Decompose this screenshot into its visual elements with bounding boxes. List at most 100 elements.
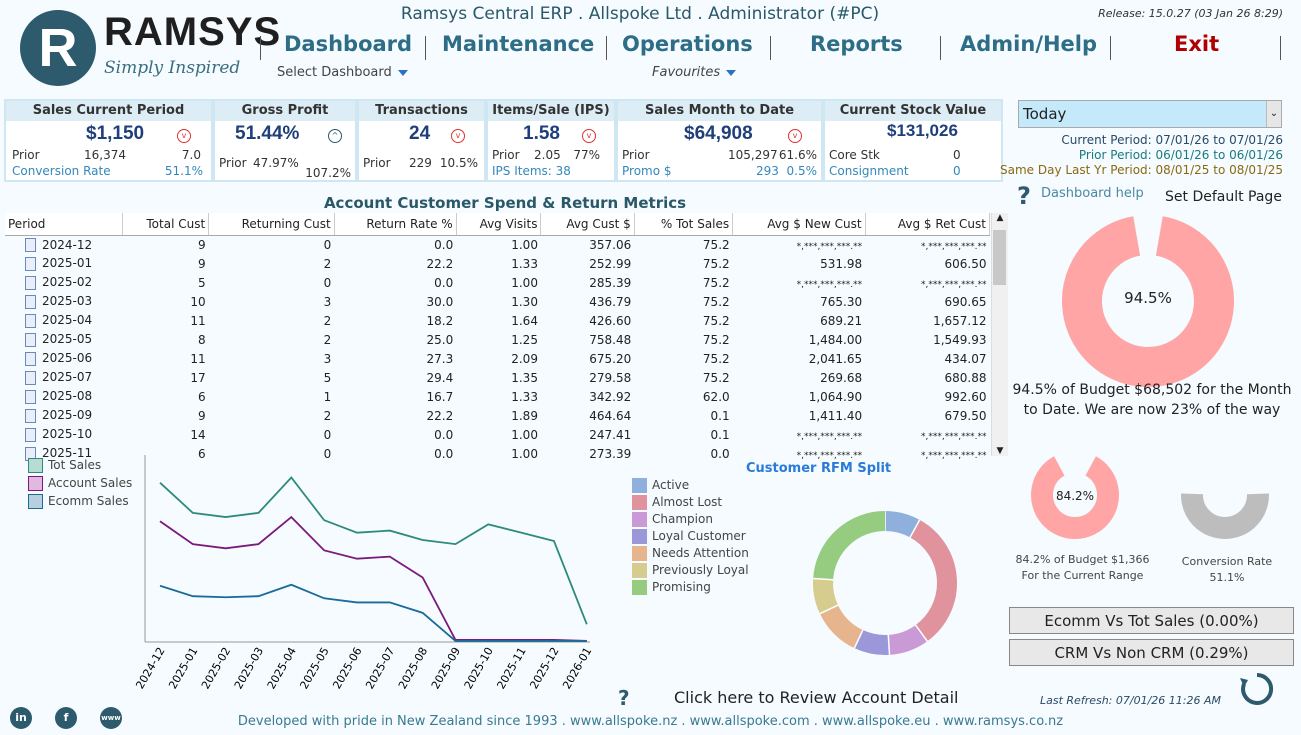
table-row[interactable]: 2025-05 8 2 25.0 1.25 758.48 75.2 1,484.00 1,549…	[5, 330, 990, 349]
scroll-down-icon[interactable]: ▼	[996, 446, 1004, 456]
table-cell: 0.0	[634, 444, 732, 463]
column-header[interactable]: Avg Cust $	[540, 213, 635, 236]
nav-maintenance[interactable]: Maintenance	[442, 32, 595, 56]
kpi-sales-month-to-date[interactable]: Sales Month to Date $64,908 v Prior 105,…	[616, 99, 823, 182]
website-icon[interactable]: www	[100, 707, 122, 729]
nav-divider	[1280, 36, 1281, 60]
legend-swatch	[632, 478, 647, 493]
ecomm-vs-tot-sales-button[interactable]: Ecomm Vs Tot Sales (0.00%)	[1009, 607, 1294, 634]
table-cell: 2025-02	[5, 273, 123, 292]
cell-text: 690.65	[944, 294, 987, 309]
trend-down-icon: v	[451, 129, 465, 143]
trend-down-icon: v	[582, 129, 596, 143]
table-row[interactable]: 2025-03 10 3 30.0 1.30 436.79 75.2 765.30 690.65	[5, 292, 990, 311]
column-header[interactable]: % Tot Sales	[634, 213, 734, 236]
nav-exit[interactable]: Exit	[1174, 32, 1220, 56]
cell-text: 10	[190, 294, 206, 309]
table-cell: 1.00	[456, 273, 541, 292]
legend-label: Previously Loyal	[652, 563, 749, 577]
cell-text: 1.00	[511, 427, 538, 442]
period-select[interactable]: Today	[1018, 100, 1282, 128]
favourites-dropdown[interactable]: Favourites	[652, 65, 737, 80]
table-cell: 279.58	[541, 368, 634, 387]
facebook-icon[interactable]: f	[55, 707, 77, 729]
table-cell: 1.33	[456, 387, 541, 406]
table-row[interactable]: 2025-01 9 2 22.2 1.33 252.99 75.2 531.98 606.50	[5, 254, 990, 273]
table-cell: 426.60	[541, 311, 634, 330]
table-cell: 75.2	[634, 330, 732, 349]
crm-vs-non-crm-button[interactable]: CRM Vs Non CRM (0.29%)	[1009, 639, 1294, 666]
kpi-gross-profit[interactable]: Gross Profit 51.44% ^ Prior 47.97% 107.2…	[213, 99, 357, 182]
cell-text: 2	[323, 332, 332, 347]
conversion-rate-gauge	[1181, 493, 1269, 539]
refresh-icon[interactable]	[1238, 670, 1276, 708]
set-default-page-button[interactable]: Set Default Page	[1165, 189, 1282, 205]
linkedin-icon[interactable]: in	[10, 707, 32, 729]
column-header[interactable]: Return Rate %	[334, 213, 457, 236]
kpi-title: Current Stock Value	[825, 101, 1001, 121]
select-dashboard-dropdown[interactable]: Select Dashboard	[277, 65, 408, 80]
cell-text: 1.00	[511, 446, 538, 461]
table-row[interactable]: 2025-04 11 2 18.2 1.64 426.60 75.2 689.21 1,657.…	[5, 311, 990, 330]
table-cell: 6	[123, 444, 209, 463]
kpi-transactions[interactable]: Transactions 24 v Prior 229 10.5%	[357, 99, 486, 182]
scrollbar-thumb[interactable]	[993, 230, 1006, 285]
table-row[interactable]: 2024-12 9 0 0.0 1.00 357.06 75.2 *,***,***,***.…	[5, 235, 990, 254]
cell-text: 426.60	[589, 313, 632, 328]
table-row[interactable]: 2025-07 17 5 29.4 1.35 279.58 75.2 269.68 680.88	[5, 368, 990, 387]
legend-item: Almost Lost	[632, 495, 749, 510]
table-cell: 2	[209, 330, 335, 349]
table-row[interactable]: 2025-06 11 3 27.3 2.09 675.20 75.2 2,041.65 434.…	[5, 349, 990, 368]
table-cell: 252.99	[541, 254, 634, 273]
cell-text: 2025-11	[42, 446, 93, 461]
table-row[interactable]: 2025-11 6 0 0.0 1.00 273.39 0.0 *,***,***,***.*…	[5, 444, 990, 463]
column-header[interactable]: Total Cust	[122, 213, 210, 236]
donut-slice	[813, 578, 839, 614]
table-cell: *,***,***,***.**	[733, 444, 865, 463]
kpi-sales-current-period[interactable]: Sales Current Period $1,150 v Prior 16,3…	[4, 99, 213, 182]
table-cell: 10	[123, 292, 209, 311]
column-header[interactable]: Period	[5, 213, 124, 236]
cell-text: 758.48	[589, 332, 632, 347]
table-row[interactable]: 2025-02 5 0 0.0 1.00 285.39 75.2 *,***,***,***.…	[5, 273, 990, 292]
cell-text: 992.60	[944, 389, 987, 404]
column-header[interactable]: Avg $ New Cust	[732, 213, 866, 236]
column-header[interactable]: Returning Cust	[208, 213, 335, 236]
cell-text: 679.50	[944, 408, 987, 423]
kpi-items-per-sale[interactable]: Items/Sale (IPS) 1.58 v Prior 2.05 77% I…	[486, 99, 616, 182]
cell-text: *,***,***,***.**	[796, 431, 863, 442]
kpi-current-stock-value[interactable]: Current Stock Value $131,026 Core Stk 0 …	[823, 99, 1003, 182]
prior-ratio: 77%	[573, 148, 600, 162]
table-cell: 1,657.12	[865, 311, 989, 330]
cell-text: 0.0	[434, 446, 454, 461]
document-icon	[25, 351, 36, 366]
column-header[interactable]: Avg Visits	[456, 213, 542, 236]
legend-label: Almost Lost	[652, 495, 723, 509]
prior-ratio: 7.0	[181, 148, 201, 162]
metrics-title: Account Customer Spend & Return Metrics	[323, 194, 687, 212]
footer-text: Developed with pride in New Zealand sinc…	[237, 714, 1064, 729]
chevron-down-icon[interactable]: ⌄	[1266, 101, 1281, 127]
table-row[interactable]: 2025-09 9 2 22.2 1.89 464.64 0.1 1,411.40 679.50	[5, 406, 990, 425]
nav-operations[interactable]: Operations	[622, 32, 753, 56]
favourites-label: Favourites	[652, 65, 721, 80]
rfm-legend: Active Almost Lost Champion Loyal Customer N…	[632, 478, 749, 597]
table-cell: 689.21	[733, 311, 865, 330]
scroll-up-icon[interactable]: ▲	[996, 213, 1004, 223]
document-icon	[25, 427, 36, 442]
consignment-label: Consignment	[829, 164, 909, 178]
slice-divider	[853, 629, 864, 649]
nav-dashboard[interactable]: Dashboard	[284, 32, 413, 56]
table-cell: 2025-10	[5, 425, 123, 444]
table-row[interactable]: 2025-10 14 0 0.0 1.00 247.41 0.1 *,***,***,***.…	[5, 425, 990, 444]
help-icon[interactable]: ?	[1017, 182, 1031, 210]
table-row[interactable]: 2025-08 6 1 16.7 1.33 342.92 62.0 1,064.90 992.6…	[5, 387, 990, 406]
nav-admin-help[interactable]: Admin/Help	[960, 32, 1098, 56]
cell-text: 14	[190, 427, 206, 442]
column-header[interactable]: Avg $ Ret Cust	[865, 213, 991, 236]
table-cell: 1	[209, 387, 335, 406]
dashboard-help-link[interactable]: Dashboard help	[1041, 186, 1144, 201]
review-account-detail-button[interactable]: Click here to Review Account Detail	[674, 688, 959, 707]
table-cell: 18.2	[334, 311, 456, 330]
nav-reports[interactable]: Reports	[810, 32, 903, 56]
